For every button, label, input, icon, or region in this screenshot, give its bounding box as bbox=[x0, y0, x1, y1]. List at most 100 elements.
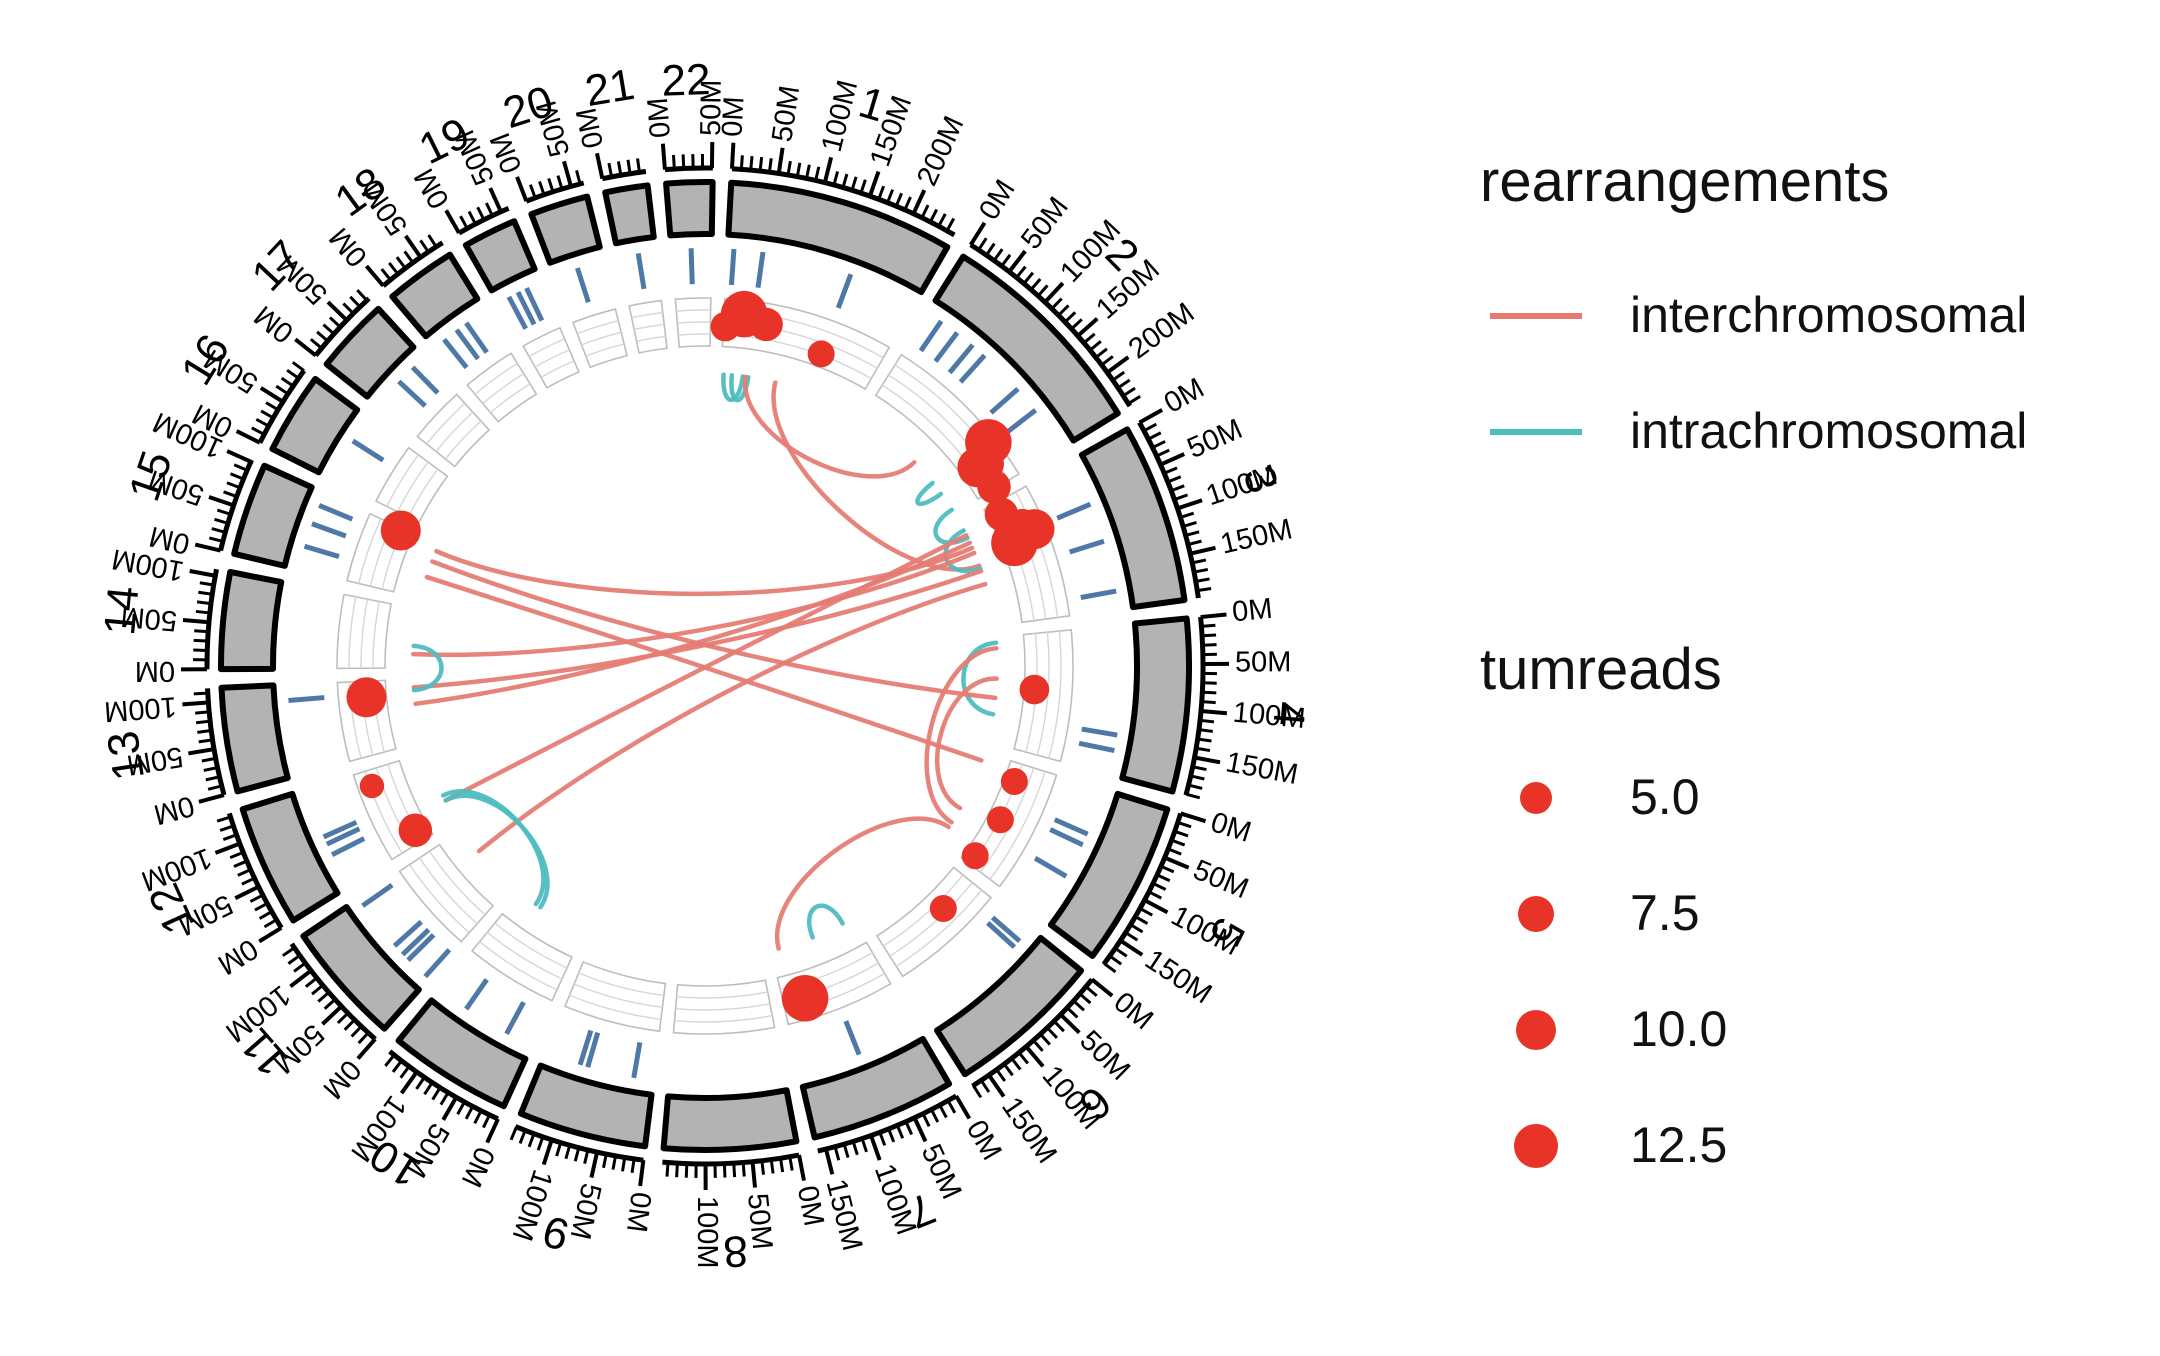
breakpoint-tick-chr3-10 bbox=[1068, 538, 1105, 555]
breakpoint-tick-chr12-32 bbox=[322, 819, 358, 840]
tick-label-chr1-4: 200M bbox=[911, 112, 970, 191]
axis-tick-chr15-80 bbox=[229, 472, 245, 481]
axis-tick-chr4-30 bbox=[1202, 643, 1217, 647]
tumreads-7-5-dot bbox=[1518, 896, 1554, 932]
axis-tick-chr9-100 bbox=[541, 1139, 554, 1166]
point-chr3-11 bbox=[991, 519, 1038, 567]
point-chr4-12 bbox=[1019, 674, 1050, 705]
point-chr5-15 bbox=[961, 842, 989, 870]
track-gridline-chr21-0 bbox=[636, 335, 666, 342]
axis-tick-chr5-20 bbox=[1174, 829, 1189, 838]
link-intrachromosomal-4 bbox=[915, 480, 944, 506]
axis-tick-chr15-60 bbox=[223, 490, 238, 498]
axis-tick-chr1-30 bbox=[758, 156, 764, 172]
axis-tick-chr1-0 bbox=[729, 142, 736, 169]
tick-label-chr7-0: 0M bbox=[960, 1115, 1008, 1166]
axis-tick-chr3-140 bbox=[1187, 539, 1202, 547]
breakpoint-tick-chr5-16 bbox=[1033, 856, 1068, 879]
tick-label-chr4-2: 100M bbox=[1232, 697, 1307, 735]
tick-label-chr6-1: 50M bbox=[1073, 1025, 1136, 1087]
axis-tick-chr10-40 bbox=[456, 1101, 466, 1115]
axis-tick-chr10-70 bbox=[431, 1086, 442, 1101]
axis-tick-chr22-0 bbox=[660, 143, 667, 170]
track-gridline-chr19-2 bbox=[528, 338, 565, 358]
tick-label-chr2-1: 50M bbox=[1015, 191, 1075, 255]
tick-label-chr5-1: 50M bbox=[1189, 854, 1253, 905]
tick-label-chr14-1: 50M bbox=[119, 600, 178, 637]
track-gridline-chr18-1 bbox=[482, 373, 525, 404]
axis-tick-chr16-40 bbox=[265, 401, 279, 412]
track-gridline-chr11-0 bbox=[428, 850, 486, 916]
axis-line-chr22 bbox=[664, 165, 713, 173]
axis-tick-chr17-10 bbox=[309, 338, 323, 350]
point-chr13-20 bbox=[346, 677, 387, 718]
axis-tick-chr18-60 bbox=[419, 239, 430, 253]
axis-tick-chr4-160 bbox=[1192, 765, 1207, 772]
tick-label-chr11-0: 0M bbox=[316, 1053, 367, 1104]
axis-tick-chr16-10 bbox=[251, 426, 265, 436]
tick-label-chr5-3: 150M bbox=[1139, 944, 1217, 1011]
track-gridline-chr8-2 bbox=[674, 1014, 773, 1023]
axis-tick-chr8-130 bbox=[675, 1163, 679, 1178]
link-intrachromosomal-19 bbox=[807, 903, 845, 940]
axis-tick-chr6-60 bbox=[1052, 1020, 1065, 1033]
axis-tick-chr10-50 bbox=[441, 1096, 458, 1121]
axis-tick-chr11-70 bbox=[317, 991, 330, 1003]
axis-tick-chr8-80 bbox=[722, 1163, 727, 1178]
track-gridline-chr21-2 bbox=[631, 311, 663, 319]
axis-tick-chr4-140 bbox=[1195, 746, 1211, 753]
track-gridline-chr20-0 bbox=[585, 343, 625, 357]
axis-tick-chr9-110 bbox=[536, 1136, 545, 1151]
point-chr5-14 bbox=[986, 806, 1014, 834]
axis-tick-chr20-50 bbox=[562, 160, 573, 187]
axis-tick-chr13-50 bbox=[188, 747, 215, 756]
axis-tick-chr14-80 bbox=[198, 590, 213, 596]
axis-tick-chr1-100 bbox=[822, 156, 834, 184]
axis-tick-chr3-130 bbox=[1185, 530, 1200, 537]
axis-tick-chr9-0 bbox=[638, 1159, 646, 1187]
axis-tick-chr3-0 bbox=[1138, 408, 1164, 425]
axis-tick-chr11-50 bbox=[321, 1004, 343, 1026]
track-gridline-chr21-1 bbox=[633, 323, 665, 331]
track-gridline-chr9-1 bbox=[573, 983, 663, 1009]
axis-tick-chr15-0 bbox=[194, 542, 222, 553]
axis-tick-chr22-20 bbox=[681, 154, 686, 169]
point-chr1-3 bbox=[807, 340, 835, 368]
intrachromosomal-line-key bbox=[1490, 429, 1582, 435]
axis-tick-chr17-50 bbox=[326, 300, 349, 322]
axis-tick-chr1-210 bbox=[920, 204, 930, 219]
breakpoint-tick-chr15-36 bbox=[318, 503, 354, 522]
ideogram-chr9 bbox=[517, 1062, 655, 1150]
breakpoint-tick-chr1-2 bbox=[835, 273, 854, 309]
axis-tick-chr1-40 bbox=[767, 158, 773, 173]
link-interchromosomal-2 bbox=[743, 374, 917, 479]
axis-tick-chr10-20 bbox=[473, 1110, 483, 1124]
axis-tick-chr3-110 bbox=[1179, 511, 1195, 519]
axis-tick-chr10-90 bbox=[415, 1076, 426, 1090]
tick-label-chr4-3: 150M bbox=[1223, 746, 1300, 791]
breakpoint-tick-chr5-14 bbox=[1053, 817, 1089, 837]
axis-tick-chr9-130 bbox=[518, 1129, 527, 1144]
legend-item-tumreads-10: 10.0 bbox=[1480, 990, 2120, 1070]
track-gridline-chr9-0 bbox=[578, 972, 665, 997]
axis-tick-chr1-80 bbox=[805, 164, 811, 179]
axis-tick-chr2-220 bbox=[1117, 378, 1131, 390]
axis-tick-chr12-30 bbox=[254, 902, 268, 912]
axis-tick-chr13-0 bbox=[198, 793, 225, 804]
axis-tick-chr2-10 bbox=[977, 237, 988, 251]
axis-tick-chr6-170 bbox=[972, 1084, 983, 1099]
tick-label-chr17-0: 0M bbox=[248, 299, 299, 349]
axis-tick-chr9-30 bbox=[611, 1155, 617, 1170]
axis-tick-chr13-30 bbox=[203, 766, 218, 772]
breakpoint-tick-chr11-26 bbox=[406, 933, 436, 962]
axis-tick-chr4-110 bbox=[1199, 718, 1215, 724]
point-chr5-13 bbox=[1000, 767, 1028, 795]
link-intrachromosomal-21 bbox=[440, 789, 546, 907]
axis-tick-chr5-0 bbox=[1180, 811, 1207, 824]
ideogram-chr22 bbox=[663, 179, 716, 239]
breakpoint-tick-chr15-34 bbox=[303, 543, 340, 559]
tick-label-chr9-0: 0M bbox=[620, 1190, 657, 1234]
axis-tick-chr6-130 bbox=[1002, 1063, 1014, 1077]
breakpoint-tick-chr18-41 bbox=[454, 328, 481, 361]
axis-tick-chr13-40 bbox=[201, 756, 216, 763]
